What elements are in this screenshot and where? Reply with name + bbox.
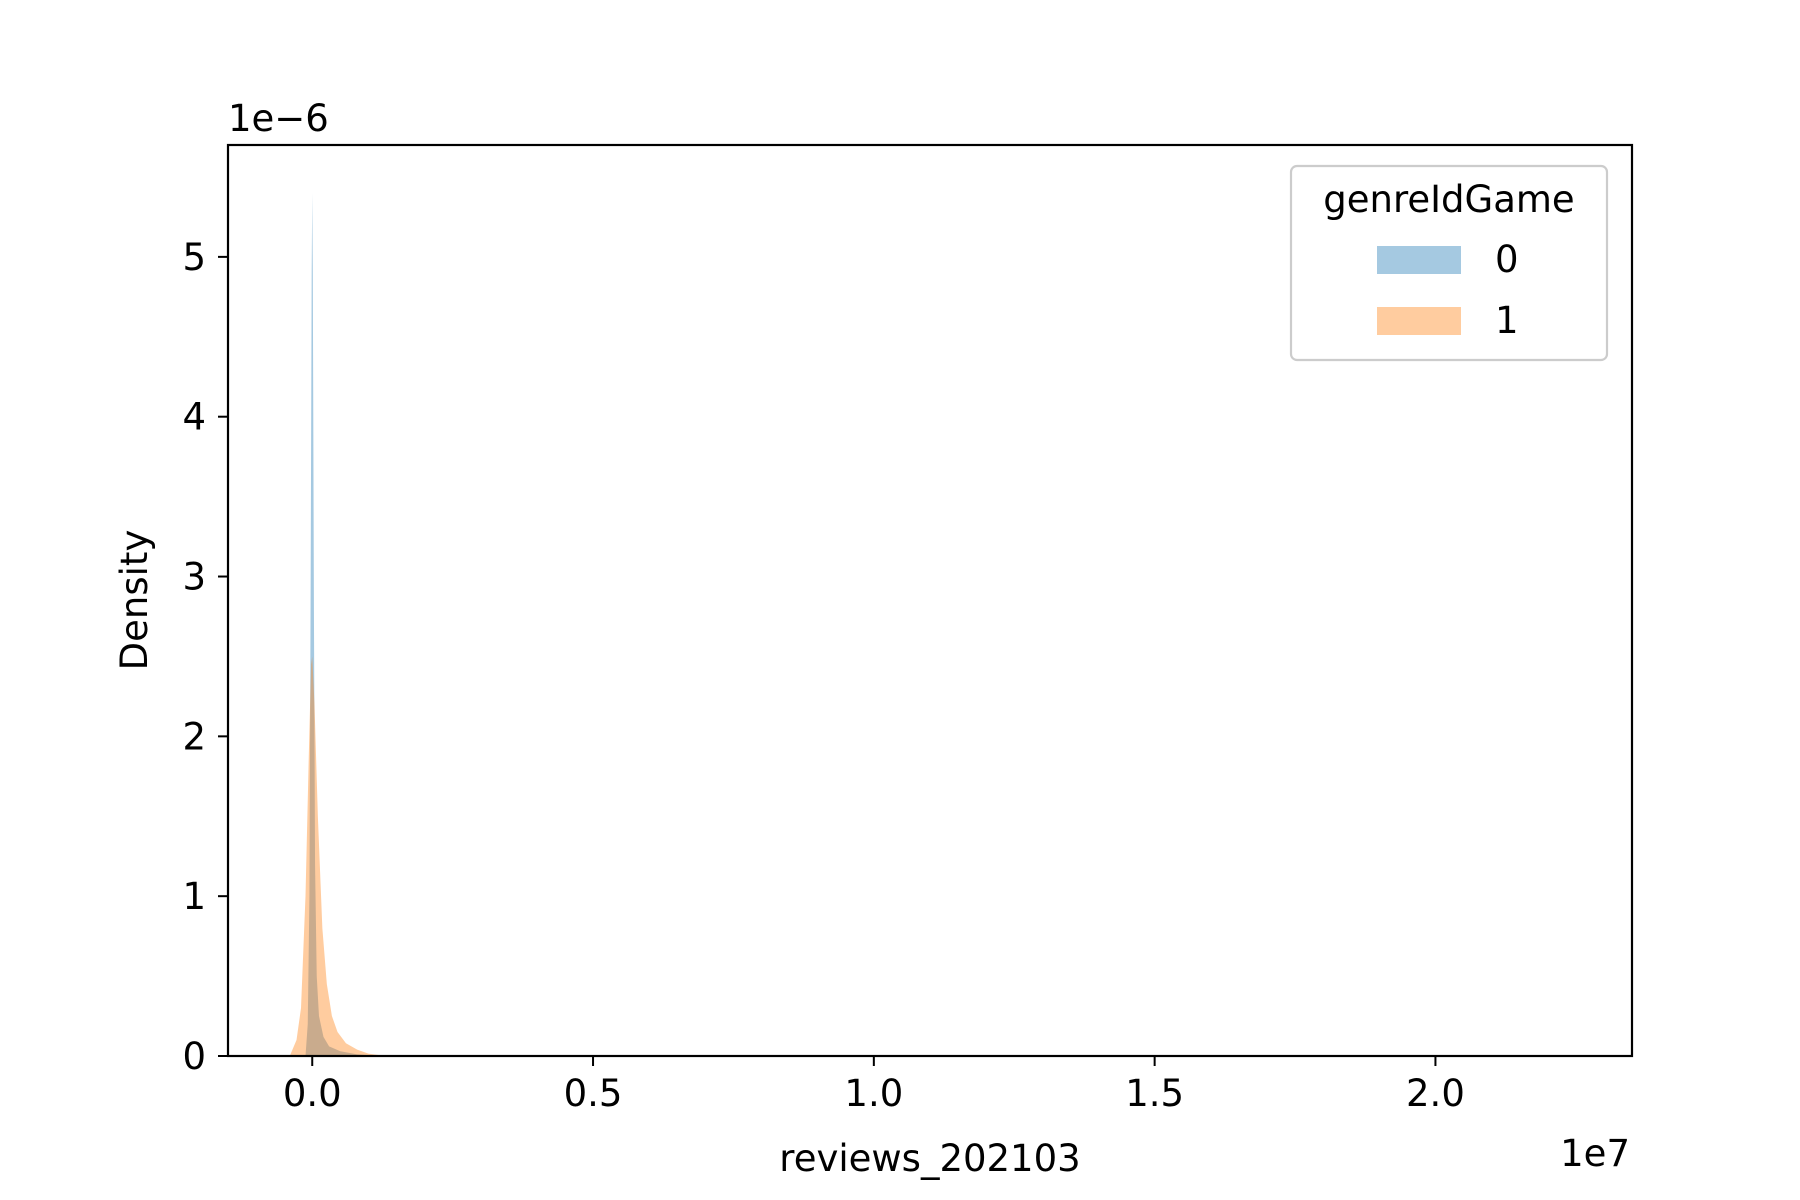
x-tick-label: 2.0 — [1406, 1072, 1465, 1115]
series-layer — [289, 192, 386, 1056]
plot-frame — [226, 143, 1634, 1058]
legend-swatch-0 — [1377, 246, 1461, 274]
x-tick-label: 1.5 — [1125, 1072, 1184, 1115]
x-tick-label: 1.0 — [844, 1072, 903, 1115]
y-tick-label: 1 — [182, 875, 206, 918]
y-offset-label: 1e−6 — [228, 97, 329, 140]
y-tick-label: 3 — [182, 556, 206, 599]
y-axis-title: Density — [113, 530, 156, 671]
y-tick-label: 5 — [182, 236, 206, 279]
x-offset-label: 1e7 — [1560, 1132, 1630, 1175]
legend: genreIdGame 0 1 — [1289, 164, 1609, 362]
x-axis-ticks: 0.0 0.5 1.0 1.5 2.0 — [283, 1056, 1465, 1115]
density-area-0 — [305, 192, 380, 1056]
legend-title: genreIdGame — [1323, 178, 1574, 221]
y-tick-label: 4 — [182, 396, 206, 439]
x-tick-label: 0.5 — [564, 1072, 623, 1115]
y-axis-ticks: 0 1 2 3 4 5 — [182, 236, 228, 1078]
density-area-1 — [289, 656, 386, 1056]
y-tick-label: 0 — [182, 1035, 206, 1078]
legend-box — [1289, 164, 1609, 362]
x-axis-title: reviews_202103 — [779, 1137, 1080, 1180]
legend-entry-0: 0 — [1495, 238, 1519, 281]
legend-entry-1: 1 — [1495, 299, 1519, 342]
legend-swatch-1 — [1377, 307, 1461, 335]
y-tick-label: 2 — [182, 715, 206, 758]
x-tick-label: 0.0 — [283, 1072, 342, 1115]
